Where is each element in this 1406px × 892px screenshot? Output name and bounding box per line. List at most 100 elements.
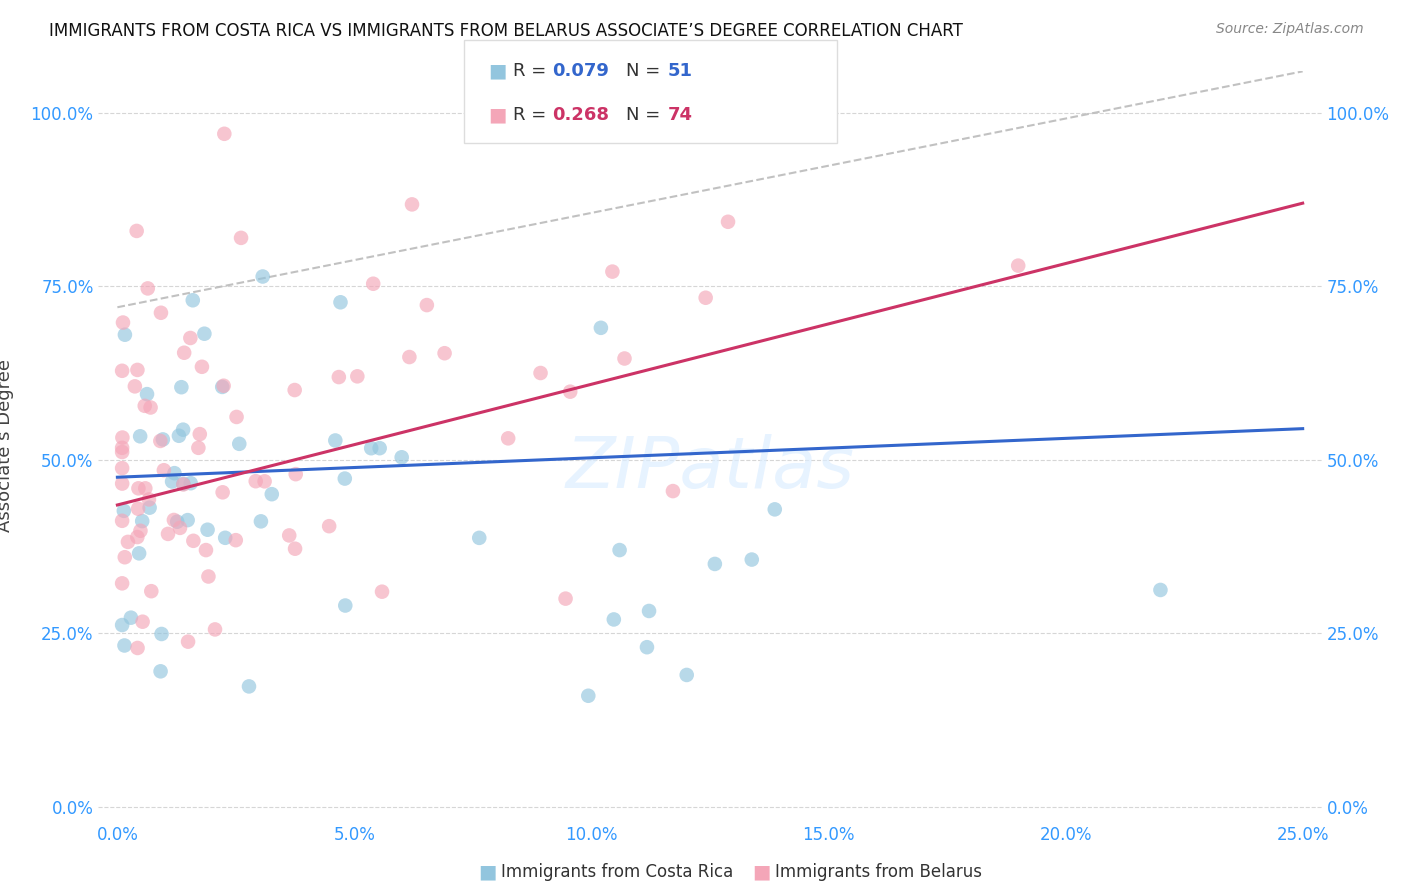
Point [111,576,134,591]
Point [346,369,368,384]
Point [179,331,201,345]
Point [238,680,260,694]
Point [114,639,136,653]
Point [603,612,626,626]
Point [194,543,217,558]
Point [177,634,200,648]
Point [554,591,576,606]
Point [225,409,247,424]
Point [662,484,685,499]
Text: 51: 51 [668,62,693,79]
Point [613,351,636,366]
Point [127,640,149,655]
Point [131,514,153,528]
Point [361,277,384,291]
Point [112,504,135,518]
Point [576,689,599,703]
Point [153,463,176,477]
Point [111,445,134,459]
Point [139,401,162,415]
Point [169,521,191,535]
Y-axis label: Associate’s Degree: Associate’s Degree [0,359,14,533]
Point [111,316,134,330]
Point [160,475,183,489]
Text: ■: ■ [478,863,496,882]
Point [129,429,152,443]
Text: ■: ■ [488,105,506,124]
Point [127,363,149,377]
Point [695,291,717,305]
Point [150,627,173,641]
Text: 74: 74 [668,106,693,124]
Point [250,514,273,528]
Point [136,387,159,401]
Text: ■: ■ [752,863,770,882]
Point [156,527,179,541]
Point [245,474,267,488]
Point [191,359,214,374]
Point [1149,582,1171,597]
Point [284,467,307,482]
Point [166,515,188,529]
Point [172,423,194,437]
Point [127,530,149,544]
Point [717,215,740,229]
Text: ZIPatlas: ZIPatlas [565,434,855,503]
Point [170,380,193,394]
Point [128,546,150,560]
Text: IMMIGRANTS FROM COSTA RICA VS IMMIGRANTS FROM BELARUS ASSOCIATE’S DEGREE CORRELA: IMMIGRANTS FROM COSTA RICA VS IMMIGRANTS… [49,22,963,40]
Point [172,476,194,491]
Point [284,383,307,397]
Point [703,557,725,571]
Point [176,513,198,527]
Point [416,298,439,312]
Point [225,533,247,548]
Point [260,487,283,501]
Point [253,475,276,489]
Point [329,295,352,310]
Point [111,461,134,475]
Point [114,550,136,565]
Point [328,370,350,384]
Point [197,569,219,583]
Point [529,366,551,380]
Point [252,269,274,284]
Point [360,441,382,455]
Point [127,501,149,516]
Point [204,623,226,637]
Point [141,584,163,599]
Point [609,543,631,558]
Text: ■: ■ [488,62,506,80]
Point [371,584,394,599]
Text: Immigrants from Belarus: Immigrants from Belarus [775,863,981,881]
Point [391,450,413,465]
Text: N =: N = [626,62,665,79]
Point [398,350,420,364]
Point [323,434,346,448]
Point [111,364,134,378]
Point [111,618,134,632]
Point [211,380,233,394]
Point [333,472,356,486]
Point [124,379,146,393]
Point [134,481,156,495]
Point [638,604,661,618]
Point [214,531,236,545]
Point [228,437,250,451]
Point [149,306,172,320]
Point [117,535,139,549]
Point [181,293,204,308]
Point [138,492,160,507]
Point [173,345,195,359]
Point [589,321,612,335]
Point [335,599,357,613]
Point [602,264,624,278]
Point [152,433,174,447]
Text: R =: R = [513,62,553,79]
Point [468,531,491,545]
Point [167,429,190,443]
Point [229,231,252,245]
Point [368,441,391,455]
Point [163,466,186,480]
Point [212,378,235,392]
